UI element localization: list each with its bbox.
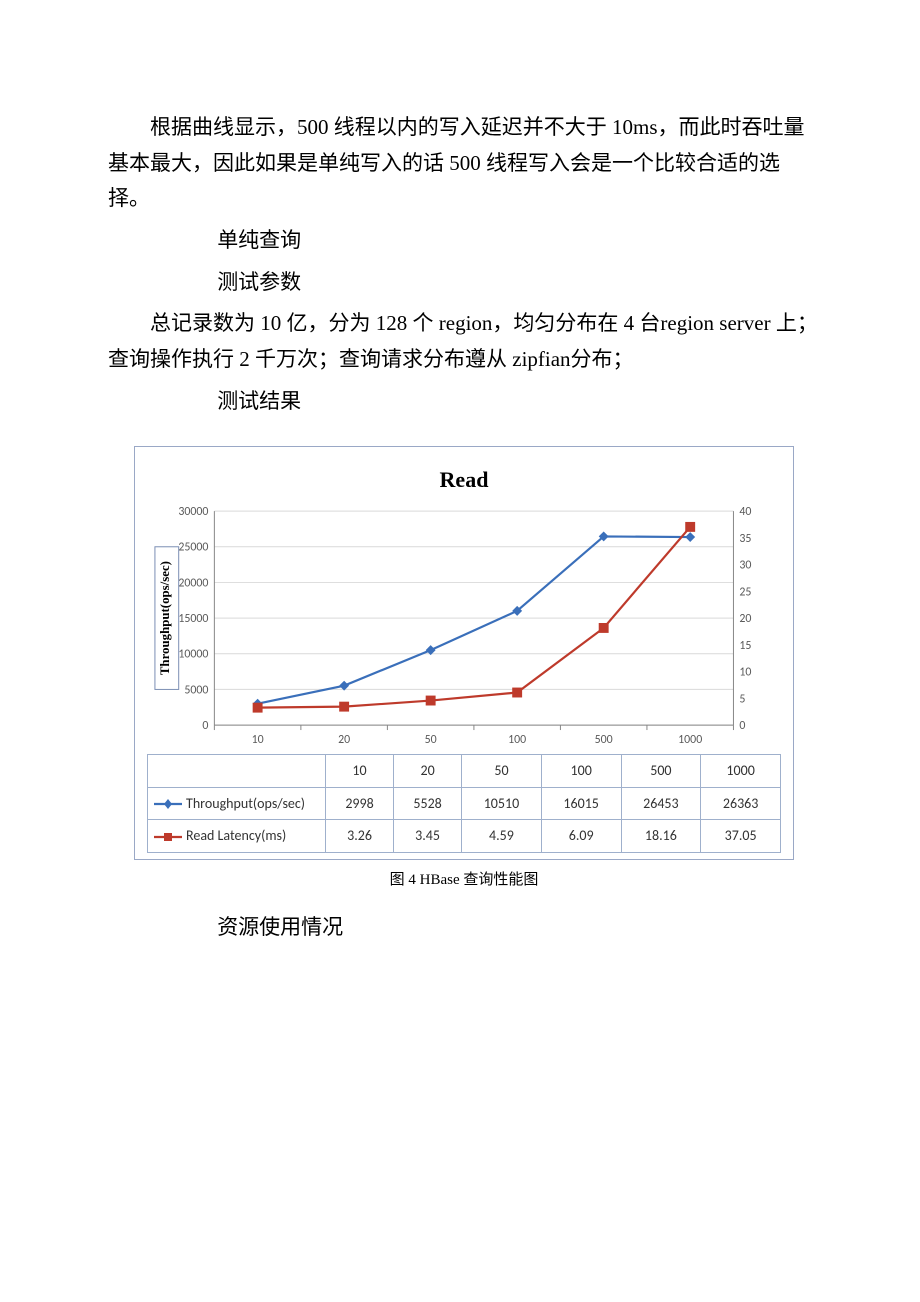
table-cell: 5528: [394, 787, 462, 820]
table-cell: 16015: [541, 787, 621, 820]
svg-text:25000: 25000: [178, 541, 208, 555]
read-chart: Read 05000100001500020000250003000005101…: [134, 446, 794, 861]
chart-data-table: 1020501005001000 Throughput(ops/sec)29985…: [147, 754, 781, 853]
table-cell: 18.16: [621, 820, 701, 853]
svg-text:1000: 1000: [678, 733, 702, 747]
chart-plot: 0 5000 10000 15000 20000 25000 30000 0 5 10 15 20 25…: [147, 504, 781, 754]
table-col-header: 50: [462, 754, 542, 787]
paragraph-params: 总记录数为 10 亿，分为 128 个 region，均匀分布在 4 台regi…: [108, 306, 820, 377]
table-cell: 10510: [462, 787, 542, 820]
svg-text:10: 10: [739, 665, 751, 679]
table-cell: 4.59: [462, 820, 542, 853]
table-row-header: Throughput(ops/sec): [148, 787, 326, 820]
table-col-header: 20: [394, 754, 462, 787]
table-col-header: 10: [326, 754, 394, 787]
table-cell: 6.09: [541, 820, 621, 853]
table-cell: 2998: [326, 787, 394, 820]
svg-text:40: 40: [739, 505, 751, 519]
svg-text:5: 5: [739, 692, 745, 706]
svg-text:20000: 20000: [178, 576, 208, 590]
paragraph-1: 根据曲线显示，500 线程以内的写入延迟并不大于 10ms，而此时吞吐量基本最大…: [108, 110, 820, 217]
figure-caption: 图 4 HBase 查询性能图: [108, 868, 820, 894]
svg-text:50: 50: [425, 733, 437, 747]
legend-marker-icon: [154, 796, 182, 812]
svg-text:20: 20: [338, 733, 350, 747]
table-cell: 26363: [701, 787, 781, 820]
heading-test-result: 测试结果: [108, 384, 820, 420]
svg-text:0: 0: [739, 719, 745, 733]
legend-marker-icon: [154, 829, 182, 845]
svg-text:20: 20: [739, 612, 751, 626]
svg-text:25: 25: [739, 585, 751, 599]
table-col-header: 500: [621, 754, 701, 787]
table-col-header: 1000: [701, 754, 781, 787]
table-cell: 3.26: [326, 820, 394, 853]
table-cell: 26453: [621, 787, 701, 820]
chart-title: Read: [147, 461, 781, 498]
heading-test-params: 测试参数: [108, 265, 820, 301]
svg-text:5000: 5000: [184, 683, 208, 697]
table-col-header: 100: [541, 754, 621, 787]
table-cell: 37.05: [701, 820, 781, 853]
svg-text:10000: 10000: [178, 648, 208, 662]
svg-text:0: 0: [202, 719, 208, 733]
table-row-header: Read Latency(ms): [148, 820, 326, 853]
svg-text:30: 30: [739, 558, 751, 572]
svg-text:15: 15: [739, 639, 751, 653]
svg-text:500: 500: [595, 733, 613, 747]
svg-text:30000: 30000: [178, 505, 208, 519]
heading-pure-query: 单纯查询: [108, 223, 820, 259]
svg-text:35: 35: [739, 532, 751, 546]
svg-text:100: 100: [508, 733, 526, 747]
svg-text:Throughput(ops/sec): Throughput(ops/sec): [158, 561, 172, 675]
svg-text:10: 10: [252, 733, 264, 747]
heading-resource-usage: 资源使用情况: [108, 910, 820, 946]
table-cell: 3.45: [394, 820, 462, 853]
svg-text:15000: 15000: [178, 612, 208, 626]
